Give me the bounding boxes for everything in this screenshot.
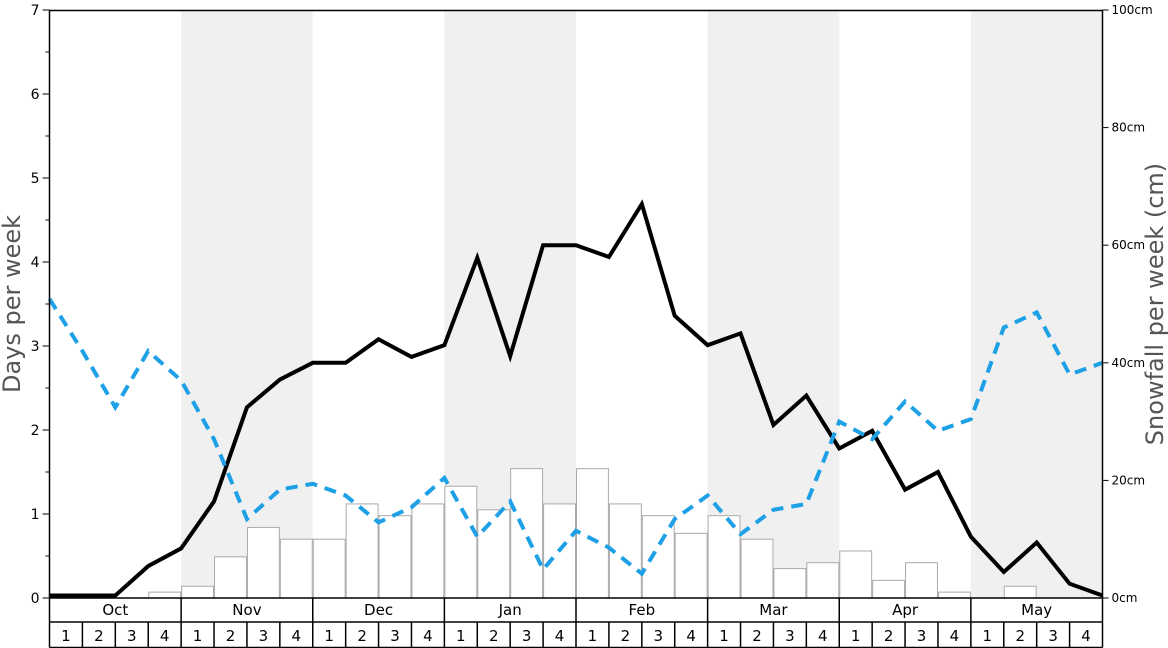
snowfall-bar bbox=[510, 468, 544, 599]
snowfall-bar bbox=[444, 485, 478, 599]
week-label: 4 bbox=[292, 627, 302, 645]
week-label: 4 bbox=[818, 627, 828, 645]
left-tick-label: 3 bbox=[31, 339, 40, 355]
snowfall-bar bbox=[214, 556, 247, 599]
month-label: Oct bbox=[102, 601, 128, 619]
snowfall-bar bbox=[378, 515, 412, 599]
snowfall-bar bbox=[345, 503, 379, 599]
month-band bbox=[707, 10, 840, 598]
right-axis: 0cm 20cm 40cm 60cm 80cm 100cm bbox=[1102, 3, 1153, 605]
week-label: 2 bbox=[226, 627, 236, 645]
month-band bbox=[181, 10, 313, 598]
snowfall-bar bbox=[312, 538, 346, 599]
snowfall-bar bbox=[181, 585, 215, 599]
snowfall-bar bbox=[905, 562, 938, 599]
week-label: 2 bbox=[1015, 627, 1025, 645]
week-label: 3 bbox=[785, 627, 795, 645]
week-label: 3 bbox=[917, 627, 927, 645]
month-axis: Oct 1 2 3 4 Nov 1 2 3 4 Dec 1 2 3 4 Jan 1 2 3 4 Feb 1 2 3 4 Mar 1 2… bbox=[48, 598, 1104, 648]
snowfall-bar bbox=[773, 568, 807, 599]
week-label: 4 bbox=[423, 627, 433, 645]
week-label: 4 bbox=[160, 627, 170, 645]
week-label: 3 bbox=[259, 627, 269, 645]
week-label: 2 bbox=[621, 627, 631, 645]
month-label: Jan bbox=[498, 601, 522, 619]
snowfall-bar bbox=[246, 526, 280, 599]
left-tick-label: 5 bbox=[31, 171, 40, 187]
week-label: 4 bbox=[1081, 627, 1091, 645]
week-label: 3 bbox=[1048, 627, 1058, 645]
month-bands bbox=[181, 10, 1103, 598]
week-label: 1 bbox=[983, 627, 993, 645]
week-label: 1 bbox=[588, 627, 598, 645]
left-tick-label: 0 bbox=[31, 591, 40, 607]
left-axis-title: Days per week bbox=[0, 215, 26, 393]
snowfall-bar bbox=[806, 562, 840, 599]
snowfall-bar bbox=[740, 538, 774, 599]
month-label: Feb bbox=[629, 601, 656, 619]
snowfall-bar bbox=[477, 509, 511, 599]
snowfall-bar bbox=[148, 591, 182, 599]
right-tick-label: 100cm bbox=[1112, 3, 1153, 17]
week-label: 1 bbox=[61, 627, 71, 645]
week-label: 2 bbox=[94, 627, 104, 645]
right-tick-label: 0cm bbox=[1112, 591, 1138, 605]
snowfall-bar bbox=[1003, 585, 1037, 599]
month-label: Apr bbox=[892, 601, 919, 619]
month-label: Mar bbox=[759, 601, 788, 619]
week-label: 4 bbox=[950, 627, 960, 645]
snowfall-bar bbox=[839, 550, 873, 599]
left-tick-label: 2 bbox=[31, 423, 40, 439]
week-label: 3 bbox=[653, 627, 663, 645]
week-label: 1 bbox=[851, 627, 861, 645]
week-label: 2 bbox=[489, 627, 499, 645]
week-label: 1 bbox=[456, 627, 466, 645]
right-tick-label: 80cm bbox=[1112, 121, 1146, 135]
left-tick-label: 6 bbox=[31, 87, 40, 103]
snowfall-bar bbox=[937, 591, 971, 599]
right-axis-title: Snowfall per week (cm) bbox=[1141, 163, 1168, 445]
week-label: 2 bbox=[752, 627, 762, 645]
right-tick-label: 40cm bbox=[1112, 356, 1146, 370]
week-label: 3 bbox=[522, 627, 532, 645]
month-label: Dec bbox=[364, 601, 393, 619]
left-tick-label: 7 bbox=[31, 3, 40, 19]
right-tick-label: 60cm bbox=[1112, 238, 1146, 252]
snowfall-bar bbox=[641, 515, 675, 599]
snowfall-bar bbox=[279, 538, 313, 599]
month-label: Nov bbox=[232, 601, 261, 619]
left-tick-label: 4 bbox=[31, 255, 40, 271]
snowfall-bar bbox=[707, 515, 741, 599]
snowfall-bar bbox=[674, 532, 708, 599]
left-axis: 0 1 2 3 4 5 6 7 bbox=[31, 3, 50, 607]
week-label: 1 bbox=[324, 627, 334, 645]
left-tick-label: 1 bbox=[31, 507, 40, 523]
week-label: 4 bbox=[686, 627, 696, 645]
week-label: 1 bbox=[719, 627, 729, 645]
week-label: 4 bbox=[555, 627, 565, 645]
week-label: 2 bbox=[357, 627, 367, 645]
snowfall-bar bbox=[576, 468, 609, 599]
line-series-black bbox=[49, 199, 1104, 598]
month-label: May bbox=[1021, 601, 1052, 619]
week-label: 2 bbox=[884, 627, 894, 645]
snowfall-bar bbox=[411, 503, 445, 599]
week-label: 3 bbox=[390, 627, 400, 645]
snowfall-bar bbox=[872, 579, 906, 599]
week-label: 1 bbox=[193, 627, 203, 645]
right-tick-label: 20cm bbox=[1112, 473, 1146, 487]
month-band bbox=[970, 10, 1103, 598]
line-series-blue-dashed bbox=[47, 297, 1104, 577]
week-label: 3 bbox=[127, 627, 137, 645]
